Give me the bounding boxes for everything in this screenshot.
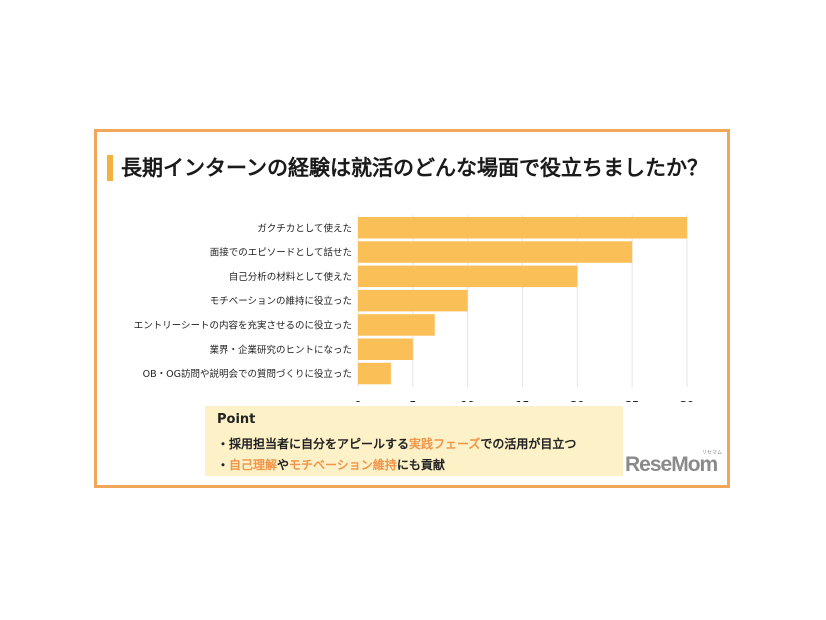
chart-title: 長期インターンの経験は就活のどんな場面で役立ちましたか？ bbox=[121, 156, 708, 180]
bar-5 bbox=[358, 338, 413, 360]
category-labels: ガクチカとして使えた面接でのエピソードとして話せた自己分析の材料として使えたモチ… bbox=[134, 222, 352, 380]
category-label-5: 業界・企業研究のヒントになった bbox=[209, 344, 352, 356]
chart-card: 長期インターンの経験は就活のどんな場面で役立ちましたか？ ガクチカとして使えた面… bbox=[94, 129, 730, 488]
chart-bars bbox=[358, 217, 687, 385]
bar-6 bbox=[358, 362, 391, 385]
point-box: Point ・採用担当者に自分をアピールする実践フェーズでの活用が目立つ ・自己… bbox=[205, 406, 623, 476]
tick-label-10: 10 bbox=[461, 400, 475, 402]
tick-label-20: 20 bbox=[570, 400, 584, 402]
bar-2 bbox=[358, 265, 578, 288]
category-label-2: 自己分析の材料として使えた bbox=[229, 271, 352, 283]
point-line-1: ・採用担当者に自分をアピールする実践フェーズでの活用が目立つ bbox=[217, 435, 576, 452]
title-accent-bar bbox=[107, 155, 113, 181]
point-title: Point bbox=[217, 412, 256, 427]
tick-label-25: 25 bbox=[625, 400, 639, 402]
category-label-0: ガクチカとして使えた bbox=[257, 222, 352, 234]
point-line-2-highlight-2: モチベーション維持 bbox=[289, 458, 397, 472]
resemom-logo: ReseMom bbox=[625, 453, 718, 476]
point-line-2-highlight-1: 自己理解 bbox=[229, 458, 278, 472]
category-label-3: モチベーションの維持に役立った bbox=[210, 295, 352, 307]
point-line-2-bullet: ・ bbox=[217, 458, 230, 472]
tick-labels: 0 5 10 15 20 25 30 bbox=[355, 400, 694, 402]
bar-chart: ガクチカとして使えた面接でのエピソードとして話せた自己分析の材料として使えたモチ… bbox=[134, 215, 694, 402]
logo-kana: リセマム bbox=[702, 450, 723, 456]
category-label-4: エントリーシートの内容を充実させるのに役立った bbox=[134, 319, 352, 331]
point-line-2: ・自己理解やモチベーション維持にも貢献 bbox=[217, 456, 445, 473]
bar-1 bbox=[358, 241, 633, 263]
bar-4 bbox=[358, 314, 435, 336]
tick-label-5: 5 bbox=[409, 400, 416, 402]
point-line-1-highlight: 実践フェーズ bbox=[409, 437, 481, 451]
category-label-6: OB・OG訪問や説明会での質問づくりに役立った bbox=[143, 368, 352, 380]
point-line-2-text-c: にも貢献 bbox=[396, 458, 445, 472]
point-line-1-text-a: ・採用担当者に自分をアピールする bbox=[217, 437, 410, 451]
point-line-1-text-b: での活用が目立つ bbox=[480, 437, 577, 451]
tick-label-30: 30 bbox=[680, 400, 694, 402]
point-line-2-text-b: や bbox=[277, 458, 290, 472]
bar-3 bbox=[358, 289, 468, 312]
tick-label-0: 0 bbox=[355, 400, 362, 402]
bar-0 bbox=[358, 217, 687, 239]
tick-label-15: 15 bbox=[516, 400, 530, 402]
category-label-1: 面接でのエピソードとして話せた bbox=[210, 247, 352, 259]
